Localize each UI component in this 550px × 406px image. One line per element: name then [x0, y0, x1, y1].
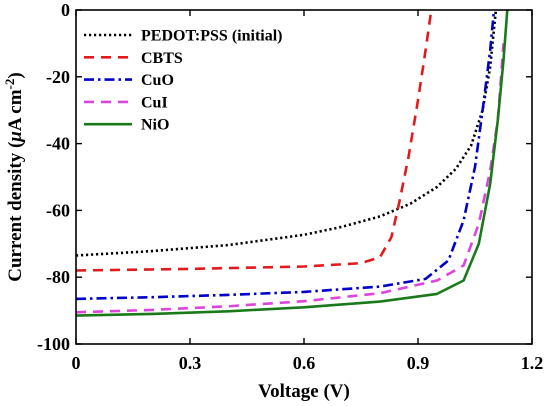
series-line-4	[76, 10, 509, 317]
series-line-2	[76, 10, 496, 301]
y-tick-label: -80	[46, 267, 70, 287]
x-tick-label: 0.9	[407, 353, 430, 373]
series-line-0	[76, 10, 498, 257]
x-tick-label: 0.3	[179, 353, 202, 373]
y-axis-title-exp: -2	[2, 79, 17, 90]
y-axis-title: Current density (μA cm-2)	[2, 72, 26, 281]
ticks-layer: 0 0.3 0.6 0.9 1.2 0 -20 -40 -60 -80 -100	[37, 0, 543, 373]
x-tick-label: 1.2	[521, 353, 544, 373]
legend-label-2: CuO	[141, 72, 174, 89]
legend-label-3: CuI	[141, 94, 168, 111]
y-tick-label: -40	[46, 134, 70, 154]
y-tick-label: -100	[37, 334, 70, 354]
y-axis-title-unit: A cm	[5, 89, 26, 131]
y-axis-title-close: )	[5, 72, 26, 78]
y-axis-title-main: Current density (	[5, 142, 26, 282]
y-tick-label: 0	[61, 0, 70, 20]
legend-label-1: CBTS	[141, 50, 183, 67]
x-tick-label: 0.6	[293, 353, 316, 373]
legend: PEDOT:PSS (initial) CBTS CuO CuI NiO	[84, 28, 283, 134]
legend-label-4: NiO	[141, 117, 169, 134]
y-axis-title-mu: μ	[5, 131, 26, 143]
y-tick-label: -20	[46, 67, 70, 87]
x-axis-title: Voltage (V)	[258, 381, 350, 402]
y-tick-label: -60	[46, 200, 70, 220]
legend-label-0: PEDOT:PSS (initial)	[141, 28, 283, 45]
x-tick-label: 0	[72, 353, 81, 373]
series-layer	[76, 10, 509, 317]
series-line-1	[76, 10, 433, 272]
